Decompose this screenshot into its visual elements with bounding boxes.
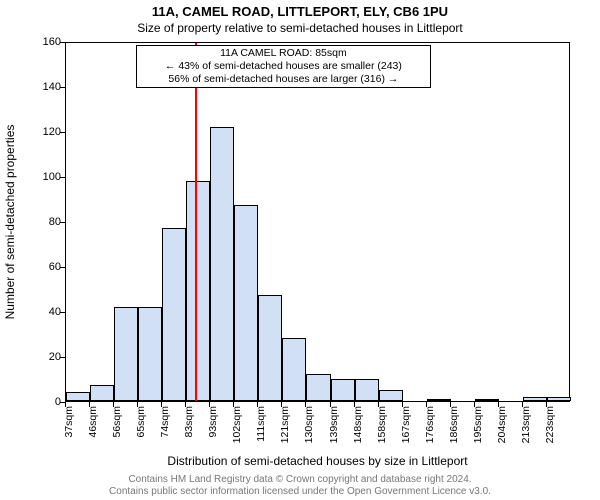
x-tick-label: 130sqm (303, 406, 315, 443)
marker-line (195, 43, 197, 401)
histogram-bar (90, 385, 114, 401)
x-tick-label: 176sqm (424, 406, 436, 443)
y-tick-label: 140 (43, 81, 61, 93)
x-tick-label: 195sqm (472, 406, 484, 443)
histogram-bar (331, 379, 355, 402)
histogram-bar (210, 127, 234, 402)
y-tick-mark (60, 222, 65, 223)
x-tick-label: 65sqm (135, 406, 147, 438)
y-tick-mark (60, 132, 65, 133)
x-tick-label: 148sqm (352, 406, 364, 443)
x-tick-label: 111sqm (255, 406, 267, 442)
y-tick-mark (60, 267, 65, 268)
plot-region: Number of semi-detached properties 11A C… (65, 42, 570, 402)
y-tick-mark (60, 42, 65, 43)
chart-container: { "title": "11A, CAMEL ROAD, LITTLEPORT,… (0, 0, 600, 500)
y-tick-label: 100 (43, 171, 61, 183)
annotation-line-1: 11A CAMEL ROAD: 85sqm (141, 47, 426, 60)
histogram-bar (282, 338, 306, 401)
histogram-bar (138, 307, 162, 402)
plot-area (65, 42, 570, 402)
histogram-bar (379, 390, 403, 401)
y-tick-mark (60, 357, 65, 358)
histogram-bar (234, 205, 258, 401)
x-axis-label: Distribution of semi-detached houses by … (65, 454, 570, 468)
x-tick-label: 102sqm (231, 406, 243, 443)
y-tick-mark (60, 177, 65, 178)
x-tick-label: 83sqm (183, 406, 195, 438)
chart-title: 11A, CAMEL ROAD, LITTLEPORT, ELY, CB6 1P… (0, 0, 600, 19)
footer-line-1: Contains HM Land Registry data © Crown c… (0, 474, 600, 486)
histogram-bar (114, 307, 138, 402)
histogram-bar (547, 397, 571, 402)
y-tick-mark (60, 312, 65, 313)
annotation-line-2: ← 43% of semi-detached houses are smalle… (141, 60, 426, 73)
annotation-line-3: 56% of semi-detached houses are larger (… (141, 73, 426, 86)
histogram-bar (427, 399, 451, 401)
histogram-bar (355, 379, 379, 402)
x-tick-label: 56sqm (111, 406, 123, 438)
y-tick-label: 160 (43, 36, 61, 48)
x-tick-label: 167sqm (400, 406, 412, 443)
x-tick-label: 46sqm (87, 406, 99, 438)
x-tick-label: 139sqm (328, 406, 340, 443)
histogram-bar (186, 181, 210, 402)
x-tick-label: 74sqm (159, 406, 171, 438)
attribution-footer: Contains HM Land Registry data © Crown c… (0, 474, 600, 498)
histogram-bar (66, 392, 90, 401)
x-tick-label: 213sqm (520, 406, 532, 443)
y-axis-label: Number of semi-detached properties (3, 125, 17, 320)
histogram-bar (475, 399, 499, 401)
annotation-box: 11A CAMEL ROAD: 85sqm ← 43% of semi-deta… (136, 45, 431, 88)
y-tick-label: 120 (43, 126, 61, 138)
histogram-bar (523, 397, 547, 402)
x-tick-label: 186sqm (448, 406, 460, 443)
footer-line-2: Contains public sector information licen… (0, 486, 600, 498)
x-tick-label: 37sqm (63, 406, 75, 438)
chart-subtitle: Size of property relative to semi-detach… (0, 19, 600, 35)
x-tick-label: 121sqm (279, 406, 291, 443)
histogram-bar (258, 295, 282, 401)
x-tick-label: 204sqm (496, 406, 508, 443)
y-tick-mark (60, 87, 65, 88)
histogram-bar (162, 228, 186, 401)
x-tick-label: 93sqm (207, 406, 219, 438)
x-tick-label: 158sqm (376, 406, 388, 443)
x-tick-label: 223sqm (544, 406, 556, 443)
histogram-bar (306, 374, 330, 401)
